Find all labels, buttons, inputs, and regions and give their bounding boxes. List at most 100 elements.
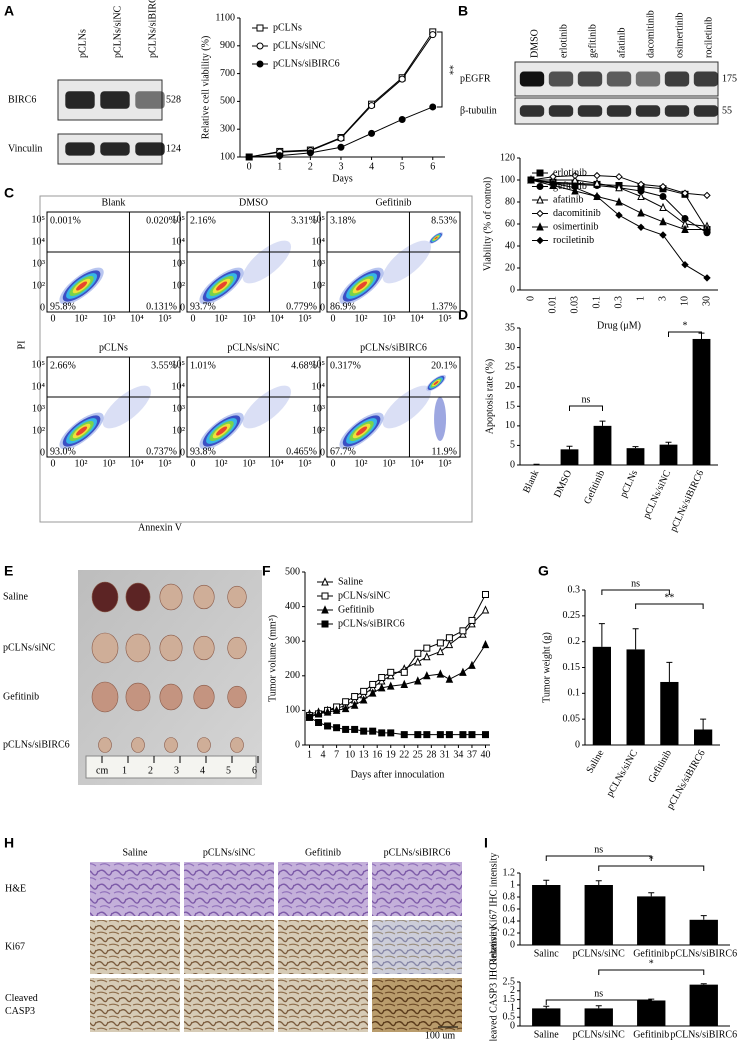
- data-point: [536, 195, 544, 204]
- blot-band: [548, 71, 574, 87]
- blot-band: [519, 71, 545, 87]
- blot-row-label: BIRC6: [8, 94, 36, 105]
- flow-tick-label: 10²: [215, 458, 228, 469]
- data-point: [333, 724, 341, 732]
- flow-scatter: [382, 240, 432, 284]
- bar: [626, 649, 645, 745]
- data-point: [571, 171, 579, 180]
- data-point: [637, 180, 645, 189]
- blot-band: [519, 105, 545, 117]
- bar: [532, 885, 561, 945]
- blot-band: [664, 105, 690, 117]
- error-bar: [632, 446, 639, 449]
- data-point: [481, 590, 489, 598]
- tumor: [227, 585, 247, 609]
- flow-tick-label: 10⁴: [32, 381, 46, 392]
- data-point: [445, 731, 453, 739]
- ihc-image: [372, 978, 462, 1032]
- flow-tick-label: 10⁴: [130, 458, 144, 469]
- legend-label: Saline: [338, 576, 364, 587]
- ihc-image: [90, 978, 180, 1032]
- flow-scatter: [102, 385, 152, 429]
- ihc-row-label: Ki67: [5, 941, 25, 952]
- data-point: [527, 176, 535, 184]
- data-point: [681, 260, 689, 269]
- data-point: [615, 211, 623, 219]
- y-tick-label: 80: [505, 196, 515, 207]
- flow-tick-label: 10³: [172, 403, 185, 414]
- flow-tick-label: 0: [51, 458, 56, 469]
- panel-letter: I: [484, 835, 488, 851]
- flow-tick-label: 10⁵: [438, 313, 452, 324]
- panel-letter: H: [4, 835, 14, 851]
- tumor: [91, 632, 119, 664]
- error-bar: [700, 983, 707, 985]
- data-point: [593, 178, 601, 187]
- quadrant-value: 1.37%: [431, 301, 457, 312]
- flow-title: Blank: [102, 197, 126, 208]
- flow-tick-label: 10²: [172, 280, 185, 291]
- error-bar: [666, 661, 673, 682]
- data-point: [436, 731, 444, 739]
- data-point: [659, 217, 667, 226]
- flow-tick-label: 0: [331, 458, 336, 469]
- data-point: [400, 731, 408, 739]
- flow-title: Gefitinib: [375, 197, 411, 208]
- x-tick-label: Saline: [534, 1029, 560, 1040]
- data-point: [481, 639, 490, 649]
- data-point: [423, 671, 431, 680]
- error-bar: [598, 623, 605, 647]
- data-point: [423, 652, 431, 661]
- data-point: [481, 605, 490, 614]
- y-tick-label: 5: [510, 440, 515, 451]
- error-bar: [700, 718, 707, 730]
- data-point: [321, 605, 329, 614]
- flow-tick-label: 10⁵: [312, 214, 326, 225]
- significance-bracket: [598, 865, 705, 871]
- ihc-image: [278, 862, 368, 916]
- tumor: [197, 737, 211, 753]
- y-tick-label: 2: [510, 985, 515, 996]
- significance-bracket: [437, 31, 443, 108]
- flow-scatter: [434, 397, 447, 441]
- y-tick-label: 40: [505, 240, 515, 251]
- lane-label: pCLNs/siNC: [112, 5, 123, 58]
- data-point: [468, 731, 476, 739]
- lane-label: erlotinib: [558, 24, 569, 58]
- x-tick-label: 25: [413, 749, 423, 760]
- significance-bracket: [668, 331, 702, 337]
- blot-band: [135, 142, 165, 156]
- blot-kda: 528: [166, 94, 181, 105]
- y-tick-label: 500: [285, 566, 300, 577]
- x-tick-label: 10: [679, 296, 690, 306]
- x-tick-label: 13: [359, 749, 369, 760]
- error-bar: [700, 915, 707, 920]
- ihc-row-label: CASP3: [5, 1006, 35, 1017]
- quadrant-value: 2.16%: [190, 215, 216, 226]
- flow-tick-label: 10⁴: [130, 313, 144, 324]
- bar: [584, 1008, 613, 1026]
- x-tick-label: Blank: [521, 469, 541, 495]
- blot-band: [65, 142, 95, 156]
- y-tick-label: 0: [510, 939, 515, 950]
- y-tick-label: 0: [575, 739, 580, 750]
- flow-tick-label: 10²: [75, 313, 88, 324]
- quadrant-value: 0.131%: [146, 301, 177, 312]
- error-bar: [595, 880, 602, 885]
- x-tick-label: 30: [701, 296, 712, 306]
- panel-letter: F: [262, 563, 271, 579]
- tumor: [159, 583, 183, 611]
- flow-density: [356, 426, 368, 436]
- data-point: [314, 709, 323, 718]
- data-point: [615, 183, 623, 192]
- bar: [560, 449, 579, 465]
- data-point: [369, 680, 377, 688]
- blot-band: [664, 71, 690, 87]
- data-point: [387, 668, 395, 676]
- x-tick-label: 31: [440, 749, 450, 760]
- y-axis-label: Relative cell viability (%): [200, 36, 211, 140]
- legend-label: erlotinib: [553, 167, 587, 178]
- data-point: [400, 679, 409, 688]
- flow-title: pCLNs: [99, 342, 128, 353]
- flow-tick-label: 10²: [312, 425, 325, 436]
